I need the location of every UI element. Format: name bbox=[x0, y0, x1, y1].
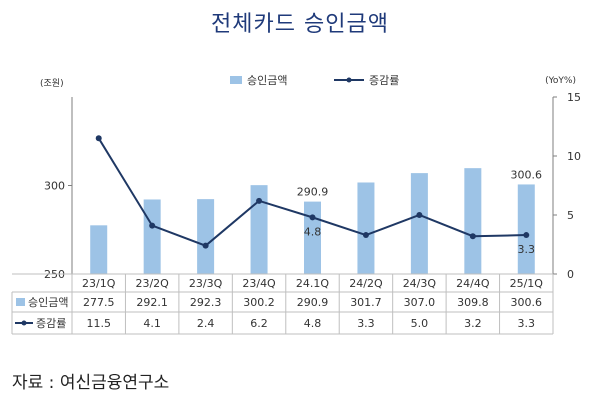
table-cell: 277.5 bbox=[83, 296, 115, 309]
table-cell: 11.5 bbox=[86, 317, 111, 330]
source-note: 자료 : 여신금융연구소 bbox=[12, 373, 170, 393]
table-cell: 292.3 bbox=[190, 296, 222, 309]
legend-bar-label: 승인금액 bbox=[247, 74, 288, 87]
line-point-24/2Q bbox=[362, 232, 369, 239]
category-label: 24.1Q bbox=[296, 277, 329, 290]
table-cell: 4.8 bbox=[304, 317, 322, 330]
data-label-24.1Q: 290.9 bbox=[297, 186, 329, 199]
category-label: 24/2Q bbox=[349, 277, 383, 290]
table-row-label: 승인금액 bbox=[28, 296, 68, 309]
chart-title: 전체카드 승인금액 bbox=[211, 12, 389, 37]
bar-25/1Q bbox=[517, 184, 535, 274]
table-cell: 3.3 bbox=[357, 317, 375, 330]
bar-24/4Q bbox=[464, 168, 482, 274]
table-cell: 290.9 bbox=[297, 296, 329, 309]
line-point-25/1Q bbox=[523, 232, 530, 239]
table-row-label: 증감률 bbox=[36, 317, 66, 330]
bar-23/2Q bbox=[143, 199, 161, 274]
category-label: 25/1Q bbox=[510, 277, 544, 290]
legend-line-swatch bbox=[334, 77, 364, 83]
table-cell: 300.2 bbox=[243, 296, 275, 309]
table-cell: 301.7 bbox=[350, 296, 382, 309]
category-label: 24/4Q bbox=[456, 277, 490, 290]
bar-23/3Q bbox=[197, 199, 215, 274]
category-label: 23/3Q bbox=[189, 277, 223, 290]
table-cell: 4.1 bbox=[143, 317, 161, 330]
table-cell: 6.2 bbox=[250, 317, 268, 330]
data-label-25/1Q: 3.3 bbox=[518, 243, 536, 256]
legend-bar-swatch bbox=[230, 76, 242, 84]
line-point-23/1Q bbox=[95, 135, 102, 142]
right-tick-label: 15 bbox=[567, 91, 581, 104]
line-point-24.1Q bbox=[309, 214, 316, 221]
right-tick-label: 0 bbox=[567, 268, 574, 281]
category-label: 23/4Q bbox=[242, 277, 276, 290]
right-axis-unit: (YoY%) bbox=[545, 76, 576, 86]
data-label-25/1Q: 300.6 bbox=[511, 168, 543, 181]
bar-23/4Q bbox=[250, 185, 268, 274]
category-label: 24/3Q bbox=[403, 277, 437, 290]
line-point-23/2Q bbox=[149, 222, 156, 229]
table-cell: 5.0 bbox=[411, 317, 429, 330]
category-label: 23/1Q bbox=[82, 277, 116, 290]
line-point-23/3Q bbox=[202, 242, 209, 249]
table-cell: 309.8 bbox=[457, 296, 489, 309]
line-point-24/3Q bbox=[416, 212, 423, 218]
legend-line-label: 증감률 bbox=[369, 74, 400, 87]
left-tick-label: 300 bbox=[44, 180, 65, 193]
line-point-23/4Q bbox=[256, 197, 263, 204]
table-cell: 3.3 bbox=[518, 317, 536, 330]
bar-23/1Q bbox=[90, 225, 108, 274]
table-cell: 2.4 bbox=[197, 317, 215, 330]
bar-24/3Q bbox=[410, 173, 428, 274]
table-bar-swatch bbox=[16, 298, 25, 306]
table-cell: 300.6 bbox=[511, 296, 543, 309]
table-cell: 292.1 bbox=[136, 296, 168, 309]
table-line-swatch-dot bbox=[21, 320, 27, 326]
legend-item-bar: 승인금액 bbox=[230, 72, 287, 88]
line-point-24/4Q bbox=[469, 233, 476, 240]
right-tick-label: 5 bbox=[567, 209, 574, 222]
table-cell: 307.0 bbox=[404, 296, 436, 309]
legend-item-line: 증감률 bbox=[334, 72, 399, 88]
category-label: 23/2Q bbox=[135, 277, 169, 290]
bar-24/2Q bbox=[357, 182, 375, 274]
table-cell: 3.2 bbox=[464, 317, 482, 330]
right-tick-label: 10 bbox=[567, 150, 581, 163]
data-label-24.1Q: 4.8 bbox=[304, 225, 322, 238]
left-axis-unit: (조원) bbox=[40, 79, 64, 89]
